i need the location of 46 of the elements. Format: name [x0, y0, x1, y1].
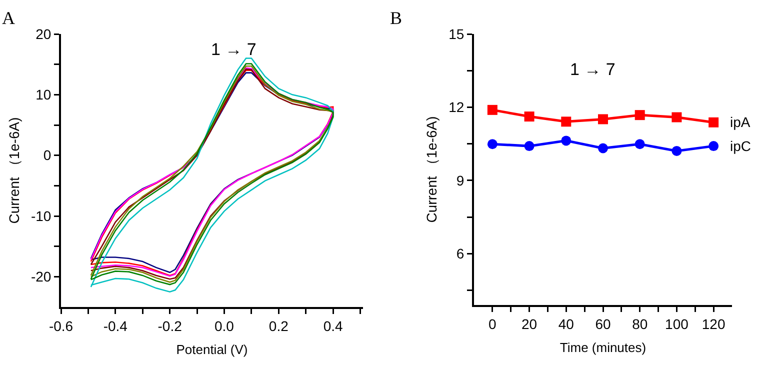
- point: [672, 112, 682, 122]
- point: [598, 114, 608, 124]
- point: [561, 116, 572, 127]
- x-tick-label: 0.2: [268, 318, 289, 334]
- point: [634, 139, 645, 150]
- x-axis-title: Time (minutes): [560, 340, 646, 355]
- series-label: ipC: [730, 138, 752, 154]
- point: [708, 117, 719, 128]
- point: [561, 136, 572, 146]
- x-tick-label: 0: [488, 316, 497, 332]
- x-tick-label: 20: [522, 316, 538, 332]
- y-tick-label: 20: [36, 26, 52, 42]
- y-tick-label: -20: [30, 268, 52, 285]
- series-label: ipA: [730, 114, 751, 130]
- x-tick-label: 60: [595, 316, 611, 332]
- x-tick-label: 80: [632, 316, 648, 332]
- annotation: 1 → 7: [570, 60, 616, 79]
- x-tick-label: 120: [702, 316, 726, 332]
- point: [524, 141, 534, 152]
- x-axis-title: Potential (V): [176, 342, 248, 357]
- x-tick-label: 40: [558, 316, 574, 332]
- point: [487, 139, 498, 150]
- y-axis-title: Current （1e-6A): [6, 117, 22, 224]
- chart-title: B: [390, 8, 402, 28]
- chart-title: A: [2, 8, 15, 28]
- point: [708, 141, 719, 152]
- point: [634, 110, 645, 120]
- y-tick-label: 12: [448, 99, 464, 116]
- x-tick-label: 0.0: [214, 318, 234, 334]
- point: [524, 112, 534, 122]
- y-tick-label: 9: [456, 172, 464, 188]
- x-tick-label: -0.2: [158, 318, 182, 334]
- point: [598, 143, 608, 154]
- point: [487, 104, 498, 115]
- y-tick-label: 0: [43, 147, 52, 164]
- x-tick-label: -0.6: [48, 318, 74, 334]
- y-tick-label: 15: [448, 26, 464, 42]
- x-tick-label: 100: [665, 316, 689, 332]
- y-tick-label: 10: [36, 86, 52, 103]
- x-tick-label: -0.4: [103, 318, 128, 334]
- point: [672, 146, 682, 156]
- y-axis-title: Current （1e-6A): [424, 116, 440, 223]
- y-tick-label: 6: [456, 246, 464, 262]
- annotation: 1 → 7: [211, 40, 256, 59]
- x-tick-label: 0.4: [323, 318, 344, 334]
- y-tick-label: -10: [30, 208, 52, 224]
